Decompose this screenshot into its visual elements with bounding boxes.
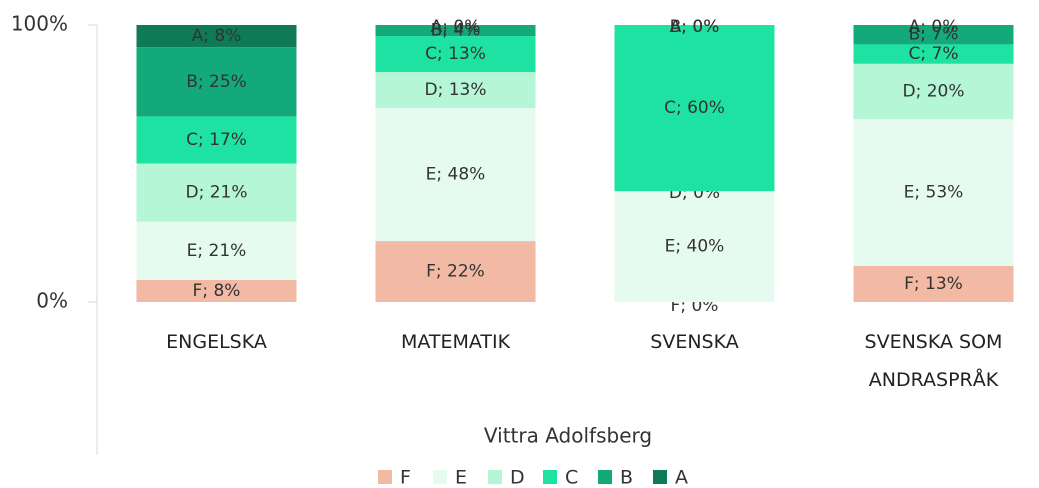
bar-segment (375, 25, 536, 37)
data-label: F; 22% (426, 262, 485, 282)
data-label: A; 0% (431, 17, 481, 37)
legend-label: B (620, 467, 633, 488)
data-label: E; 21% (187, 241, 247, 261)
legend-label: E (455, 467, 467, 488)
bar-segment (614, 25, 775, 192)
data-label: B; 4% (431, 21, 481, 41)
legend-swatch (653, 470, 667, 484)
legend-swatch (543, 470, 557, 484)
data-label: C; 13% (425, 44, 486, 64)
data-label: A; 8% (192, 26, 242, 46)
y-tick-label: 100% (11, 12, 68, 36)
data-label: D; 20% (902, 81, 964, 101)
bar-segment (853, 265, 1014, 302)
data-label: C; 17% (186, 130, 247, 150)
legend-swatch (598, 470, 612, 484)
x-tick-label: ENGELSKA (166, 331, 267, 353)
data-label: E; 40% (665, 237, 725, 257)
bar-segment (375, 108, 536, 242)
data-label: F; 8% (193, 281, 241, 301)
legend-label: C (565, 467, 578, 488)
data-label: B; 25% (186, 72, 247, 92)
bar-segment (853, 63, 1014, 120)
x-tick-label: MATEMATIK (400, 331, 511, 353)
legend-swatch (488, 470, 502, 484)
data-label: F; 13% (904, 274, 963, 294)
bar-segment (375, 241, 536, 302)
data-label: A; 0% (670, 17, 720, 37)
data-label: C; 7% (909, 44, 959, 64)
bar-segment (136, 279, 297, 302)
x-axis-title: Vittra Adolfsberg (484, 424, 652, 448)
bar-segment (136, 47, 297, 117)
data-label: E; 53% (904, 183, 964, 203)
data-label: A; 0% (909, 17, 959, 37)
legend-label: F (400, 467, 411, 488)
bar-segment (136, 25, 297, 48)
data-label: E; 48% (426, 165, 486, 185)
legend-label: A (675, 467, 688, 488)
bar-segment (136, 163, 297, 222)
legend-swatch (433, 470, 447, 484)
x-tick-label: SVENSKA SOM ANDRASPRÅK (864, 331, 1003, 391)
data-label: C; 60% (664, 98, 725, 118)
y-tick-label: 0% (36, 289, 68, 313)
bar-segment (853, 25, 1014, 45)
bar-segment (136, 116, 297, 164)
x-tick-label: SVENSKA (650, 331, 739, 353)
data-label: B; 0% (670, 17, 720, 37)
legend-swatch (378, 470, 392, 484)
bar-segment (375, 72, 536, 109)
data-label: D; 13% (424, 80, 486, 100)
data-label: B; 7% (909, 25, 959, 45)
bar-segment (375, 36, 536, 73)
legend-label: D (510, 467, 525, 488)
bar-segment (614, 191, 775, 302)
bar-segment (136, 221, 297, 280)
bar-segment (853, 44, 1014, 64)
bar-segment (853, 119, 1014, 266)
data-label: D; 21% (185, 183, 247, 203)
